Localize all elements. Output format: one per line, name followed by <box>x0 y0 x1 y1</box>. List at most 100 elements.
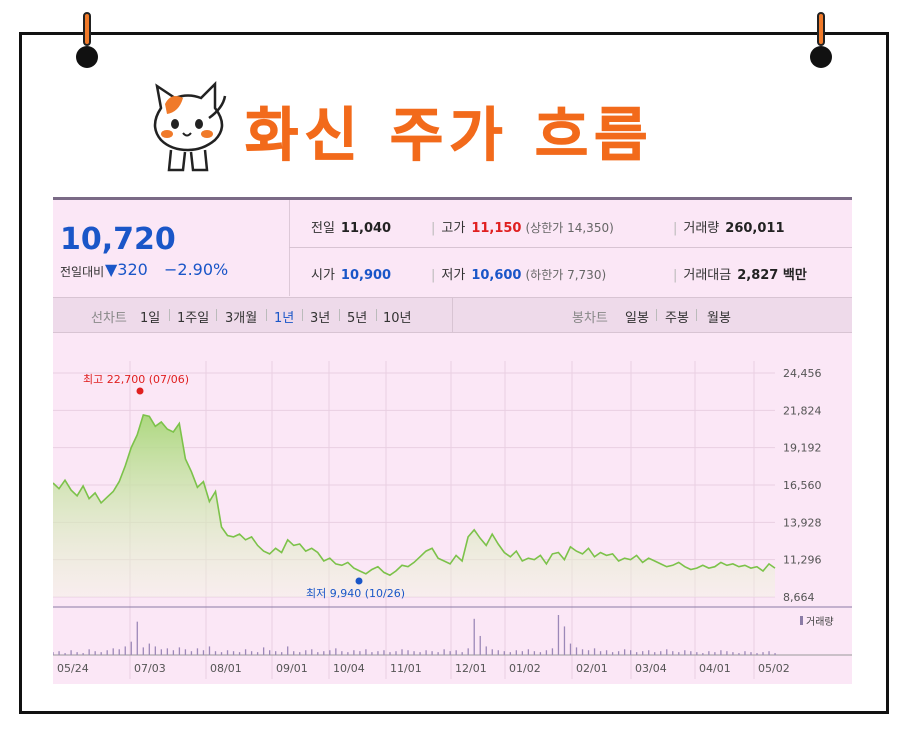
volume-bar <box>419 652 421 655</box>
volume-bar <box>347 652 349 655</box>
x-tick-label: 05/24 <box>57 662 89 675</box>
volume-bar <box>708 651 710 655</box>
volume-bar <box>545 650 548 655</box>
volume-bar <box>744 651 746 655</box>
x-tick-label: 09/01 <box>276 662 308 675</box>
period-1d[interactable]: 1일 <box>140 311 161 326</box>
volume-bar <box>690 651 692 655</box>
volume-bar <box>521 651 523 655</box>
volume-bar <box>738 653 740 655</box>
volume-bar <box>533 651 536 655</box>
volume-bar <box>88 649 90 655</box>
stat-prev: 전일 11,040 <box>311 221 392 236</box>
volume-bar <box>317 652 319 655</box>
volume-bar <box>774 653 776 655</box>
line-chart-label: 선차트 <box>91 311 127 326</box>
volume-bar <box>413 651 415 655</box>
volume-bar <box>208 646 211 655</box>
volume-bar <box>299 652 301 655</box>
volume-bar <box>112 648 114 655</box>
x-tick-label: 12/01 <box>455 662 487 675</box>
stat-low: | 저가 10,600 (하한가 7,730) <box>431 268 607 283</box>
candle-monthly[interactable]: 월봉 <box>707 311 731 326</box>
period-3m[interactable]: 3개월 <box>225 311 258 326</box>
volume-bar <box>256 652 259 655</box>
volume-legend: 거래량 <box>806 616 834 628</box>
volume-bar <box>485 646 487 655</box>
y-tick-label: 19,192 <box>783 442 822 455</box>
volume-bar <box>190 651 193 655</box>
volume-bar <box>503 651 505 655</box>
volume-bar <box>238 652 241 655</box>
volume-bar <box>160 649 162 655</box>
volume-bar <box>389 652 391 655</box>
volume-bar <box>281 652 283 655</box>
period-1w[interactable]: 1주일 <box>177 311 210 326</box>
volume-bar <box>696 652 698 655</box>
volume-bar <box>377 651 379 655</box>
low-marker <box>355 577 363 585</box>
volume-bar <box>762 652 764 655</box>
price-area <box>53 414 775 597</box>
candle-daily[interactable]: 일봉 <box>625 311 649 326</box>
volume-bar <box>672 651 674 655</box>
volume-bar <box>118 649 120 655</box>
volume-bar <box>58 651 60 655</box>
diff-value: ▼320 <box>105 260 148 279</box>
volume-bar <box>64 653 66 655</box>
stat-high: | 고가 11,150 (상한가 14,350) <box>431 221 614 236</box>
volume-bar <box>359 651 361 655</box>
volume-bar <box>491 649 493 655</box>
volume-bar <box>714 652 716 655</box>
volume-bar <box>94 651 96 655</box>
volume-bar <box>262 647 265 655</box>
volume-bar <box>226 650 229 655</box>
volume-bar <box>76 652 78 655</box>
volume-bar <box>53 652 54 655</box>
volume-bar <box>726 651 728 655</box>
volume-bar <box>527 649 530 655</box>
volume-bar <box>269 650 271 655</box>
period-3y[interactable]: 3년 <box>310 311 331 326</box>
candle-chart-label: 봉차트 <box>572 311 608 326</box>
volume-bar <box>371 652 373 655</box>
volume-bar <box>214 651 217 655</box>
volume-bar <box>335 648 337 655</box>
volume-bar <box>365 649 367 655</box>
volume-bar <box>70 650 72 655</box>
x-tick-label: 08/01 <box>210 662 242 675</box>
price-box: 10,720 전일대비 ▼320 −2.90% <box>53 200 288 296</box>
volume-bar <box>353 650 355 655</box>
volume-bar <box>654 652 656 655</box>
volume-bar <box>636 652 638 655</box>
volume-bar <box>232 651 235 655</box>
volume-bar <box>142 647 144 655</box>
volume-bar <box>479 635 481 655</box>
y-tick-label: 16,560 <box>783 479 822 492</box>
cat-mascot-icon <box>153 80 227 172</box>
volume-bar <box>437 652 439 655</box>
period-1y[interactable]: 1년 <box>274 311 295 326</box>
volume-bar <box>660 651 662 655</box>
x-tick-label: 05/02 <box>758 662 790 675</box>
volume-bar <box>630 650 632 655</box>
volume-bar <box>166 648 169 655</box>
volume-bar <box>509 652 511 655</box>
volume-bar <box>497 650 499 655</box>
candle-weekly[interactable]: 주봉 <box>665 311 689 326</box>
volume-bar <box>569 643 572 655</box>
x-tick-label: 02/01 <box>576 662 608 675</box>
volume-bar <box>768 651 770 655</box>
pin-right-icon <box>810 12 832 68</box>
x-tick-label: 10/04 <box>333 662 365 675</box>
y-tick-label: 24,456 <box>783 367 822 380</box>
volume-bar <box>623 649 626 655</box>
volume-bar <box>666 649 668 655</box>
stat-open: 시가 10,900 <box>311 268 392 283</box>
volume-bar <box>678 652 680 655</box>
period-5y[interactable]: 5년 <box>347 311 368 326</box>
period-10y[interactable]: 10년 <box>383 311 412 326</box>
volume-bar <box>425 650 427 655</box>
pin-left-icon <box>76 12 98 68</box>
x-tick-label: 01/02 <box>509 662 541 675</box>
